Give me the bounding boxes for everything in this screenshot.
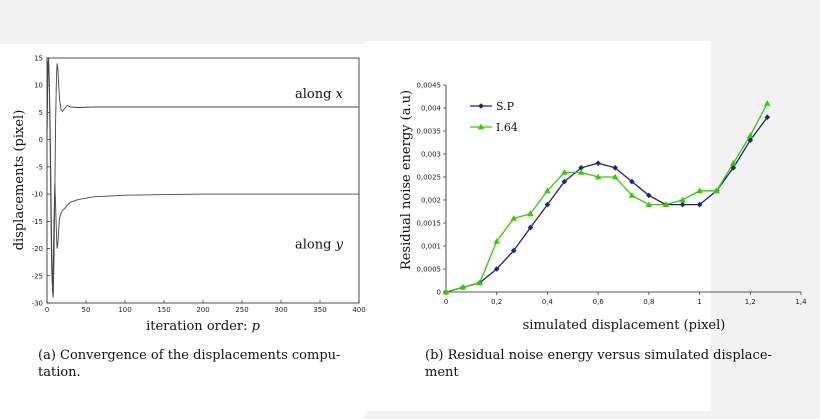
data-point-I.64 [476,279,483,286]
annotation-var: x [336,87,344,102]
data-point-I.64 [662,201,670,207]
x-tick-label-b: 0,4 [542,298,554,306]
data-point-I.64 [747,132,754,138]
x-tick-label-a: 250 [235,306,248,314]
data-point-I.64 [679,196,686,203]
y-tick-label-a: 5 [39,109,43,117]
annotation-text: along [295,238,336,253]
y-tick-label-a: -5 [36,163,43,171]
y-tick-label-b: 0,004 [421,105,442,113]
data-point-S.P [561,178,568,185]
x-tick-label-a: 200 [196,306,209,314]
data-point-I.64 [459,284,467,290]
data-point-S.P [595,160,601,166]
data-point-I.64 [628,192,636,198]
data-point-I.64 [493,238,500,244]
y-axis-label-a: displacements (pixel) [12,110,27,251]
x-tick-label-a: 100 [118,306,131,314]
y-tick-label-b: 0 [437,289,441,297]
y-tick-label-b: 0,003 [421,151,441,159]
legend-label-I.64: I.64 [496,121,518,134]
x-axis-label-var: p [252,319,261,334]
data-point-I.64 [611,173,619,180]
legend-marker-S.P [478,103,484,109]
annotation-var: y [335,238,344,253]
x-tick-label-a: 300 [274,306,287,314]
data-point-I.64 [730,159,737,166]
y-tick-label-b: 0,0015 [417,220,442,228]
annotation-x: along x [295,87,344,102]
data-point-S.P [764,114,771,120]
data-point-I.64 [645,201,653,207]
data-point-I.64 [527,210,534,217]
y-tick-label-a: -10 [32,191,43,199]
x-axis-label-text: iteration order: [146,319,252,334]
y-tick-label-a: -15 [32,218,43,226]
x-tick-label-b: 1,2 [745,298,756,306]
data-point-S.P [679,201,686,208]
y-tick-label-b: 0,002 [421,197,441,205]
y-tick-label-a: 0 [39,136,43,144]
data-point-I.64 [577,169,585,175]
data-point-S.P [730,165,737,171]
series-line-a-1 [46,63,359,287]
data-point-S.P [510,247,517,254]
annotation-text: along [295,87,336,102]
y-tick-label-a: -20 [32,245,43,253]
data-point-S.P [629,178,635,185]
x-axis-label-b: simulated displacement (pixel) [523,318,726,333]
data-point-S.P [578,165,584,171]
data-point-I.64 [442,288,450,295]
data-point-I.64 [510,215,517,221]
x-tick-label-a: 50 [82,306,91,314]
y-tick-label-b: 0,0025 [417,174,442,182]
series-line-S.P [445,116,768,293]
data-point-I.64 [561,169,568,175]
data-point-I.64 [696,187,703,194]
y-tick-label-a: -25 [32,272,43,280]
panel-b [365,41,711,411]
x-tick-label-b: 1,4 [795,298,807,306]
caption-b: (b) Residual noise energy versus simulat… [425,348,772,380]
x-tick-label-b: 1 [697,298,701,306]
data-point-S.P [544,201,551,208]
x-tick-label-a: 0 [45,306,49,314]
y-axis-label-b: Residual noise energy (a.u) [399,90,414,270]
data-point-I.64 [594,173,602,180]
x-tick-label-a: 150 [157,306,170,314]
y-tick-label-a: 15 [34,55,43,63]
x-tick-label-a: 400 [352,306,365,314]
y-tick-label-b: 0,001 [421,243,441,251]
x-tick-label-b: 0,8 [643,298,654,306]
y-tick-label-b: 0,0035 [417,128,442,136]
data-point-S.P [696,201,703,208]
data-point-I.64 [764,100,771,106]
x-tick-label-a: 350 [313,306,326,314]
legend-label-S.P: S.P [496,100,515,113]
caption-a: (a) Convergence of the displacements com… [38,348,341,380]
y-tick-label-a: 10 [34,82,43,90]
x-tick-label-b: 0,2 [491,298,502,306]
y-tick-label-b: 0,0005 [417,266,442,274]
y-tick-label-a: -30 [32,300,43,308]
series-line-I.64 [445,103,768,293]
data-point-I.64 [713,187,720,194]
x-tick-label-b: 0 [444,298,448,306]
data-point-S.P [493,266,500,272]
x-tick-label-b: 0,6 [593,298,605,306]
y-tick-label-b: 0,0045 [417,82,442,90]
data-point-S.P [527,224,534,231]
data-point-S.P [646,192,652,199]
x-axis-label-a: iteration order: p [146,319,261,334]
data-point-S.P [612,165,618,171]
legend-marker-I.64 [477,123,485,130]
data-point-I.64 [544,187,551,194]
annotation-y: along y [295,238,344,253]
